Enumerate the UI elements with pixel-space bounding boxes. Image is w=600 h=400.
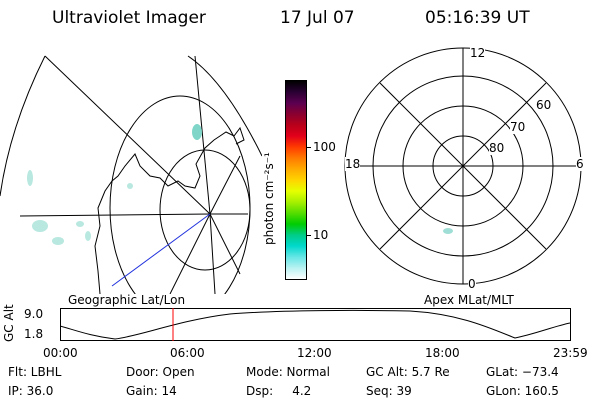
- colorbar-tick-mark: [306, 235, 311, 236]
- mlat-label-60: 60: [536, 98, 552, 112]
- mode-info: Mode: Normal: [246, 365, 330, 379]
- altitude-plot: [60, 308, 571, 341]
- altitude-plot-frame: [60, 308, 571, 341]
- inner-latitude-circle: [159, 149, 251, 271]
- mid-latitude-circle: [109, 95, 251, 294]
- time-tick-0600: 06:00: [170, 346, 205, 360]
- altitude-axis-label: GC Alt: [2, 304, 16, 342]
- time-tick-1800: 18:00: [425, 346, 460, 360]
- colorbar-tick-100: 100: [313, 140, 336, 154]
- mlat-label-70: 70: [510, 120, 526, 134]
- colorbar-unit-label: photon cm⁻²s⁻¹: [262, 152, 276, 245]
- seq-info: Seq: 39: [366, 384, 412, 398]
- dsp-info: Dsp: 4.2: [246, 384, 312, 398]
- altitude-curve: [60, 309, 571, 340]
- apex-panel-label: Apex MLat/MLT: [424, 293, 514, 307]
- ip-info: IP: 36.0: [8, 384, 54, 398]
- aurora-emission-spot: [443, 228, 453, 234]
- filter-info: Flt: LBHL: [8, 365, 62, 379]
- mlt-label-18: 18: [345, 157, 361, 171]
- gc-alt-info: GC Alt: 5.7 Re: [366, 365, 450, 379]
- geographic-image-panel: [0, 55, 262, 294]
- altitude-ytick-min: 1.8: [24, 327, 44, 341]
- time-label: 05:16:39 UT: [425, 8, 530, 28]
- color-scale-bar: [285, 80, 307, 280]
- colorbar-tick-mark: [306, 147, 311, 148]
- mlt-label-6: 6: [576, 157, 584, 171]
- footprint-track: [111, 213, 211, 287]
- colorbar-tick-10: 10: [313, 228, 329, 242]
- mlt-label-12: 12: [470, 46, 486, 60]
- apex-polar-plot: [344, 47, 582, 285]
- glat-info: GLat: −73.4: [486, 365, 559, 379]
- gain-info: Gain: 14: [126, 384, 177, 398]
- geographic-panel-label: Geographic Lat/Lon: [68, 293, 186, 307]
- mlt-label-0: 0: [468, 277, 476, 291]
- instrument-title: Ultraviolet Imager: [52, 8, 206, 28]
- altitude-ytick-max: 9.0: [24, 307, 44, 321]
- door-info: Door: Open: [126, 365, 195, 379]
- coastline: [94, 126, 245, 294]
- outer-latitude-arc: [0, 55, 46, 197]
- time-tick-1200: 12:00: [297, 346, 332, 360]
- time-tick-0000: 00:00: [43, 346, 78, 360]
- mlat-label-80: 80: [489, 141, 505, 155]
- glon-info: GLon: 160.5: [486, 384, 559, 398]
- date-label: 17 Jul 07: [280, 8, 355, 28]
- time-tick-2359: 23:59: [553, 346, 588, 360]
- aurora-emission: [27, 124, 202, 245]
- outer-latitude-arc-right: [187, 55, 262, 157]
